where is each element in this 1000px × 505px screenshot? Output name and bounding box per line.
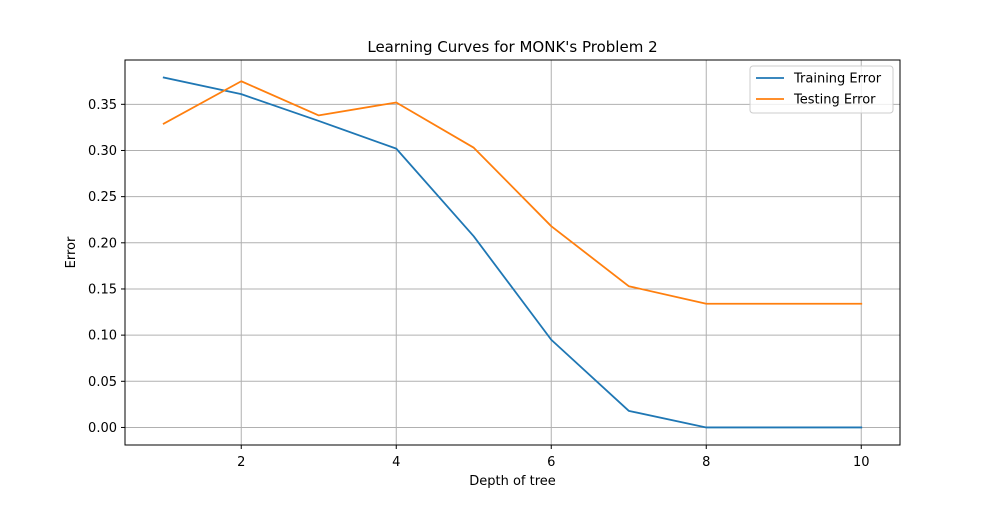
y-tick-label: 0.00 — [88, 421, 117, 436]
y-tick-label: 0.25 — [88, 190, 117, 205]
y-tick-label: 0.05 — [88, 375, 117, 390]
chart-title: Learning Curves for MONK's Problem 2 — [367, 38, 657, 56]
x-tick-label: 4 — [392, 455, 400, 470]
y-tick-label: 0.10 — [88, 329, 117, 344]
y-tick-label: 0.15 — [88, 282, 117, 297]
plot-frame — [124, 59, 901, 446]
y-tick-label: 0.20 — [88, 236, 117, 251]
y-tick-label: 0.30 — [88, 144, 117, 159]
series-lines — [162, 76, 863, 429]
grid — [125, 60, 900, 445]
x-tick-label: 6 — [547, 455, 555, 470]
legend-box — [749, 65, 894, 114]
legend-label: Training Error — [793, 72, 882, 87]
y-axis-label: Error — [64, 236, 79, 268]
x-tick-label: 2 — [237, 455, 245, 470]
y-tick-label: 0.35 — [88, 98, 117, 113]
series-line-testing-error — [162, 80, 863, 305]
axis-ticks: 2 4 6 8 10 0.00 0.05 0.10 0.15 0.20 0.25 0.30 0.35 — [88, 98, 869, 470]
x-axis-label: Depth of tree — [469, 474, 556, 489]
legend-label: Testing Error — [793, 93, 876, 108]
legend: Training Error Testing Error — [749, 65, 894, 114]
series-line-training-error — [162, 76, 863, 429]
x-tick-label: 8 — [702, 455, 710, 470]
x-tick-label: 10 — [853, 455, 870, 470]
